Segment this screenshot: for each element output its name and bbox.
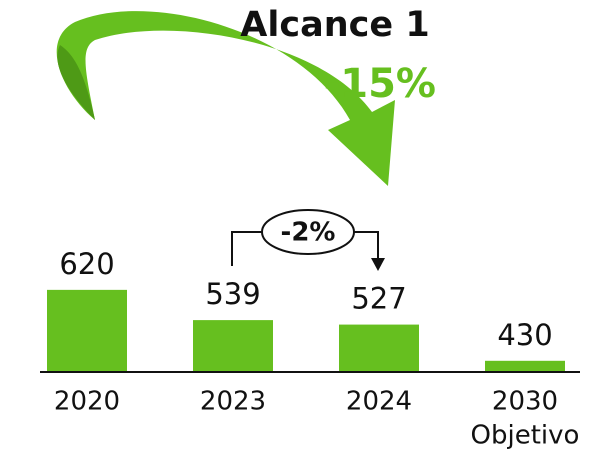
recent-change: -2%	[281, 218, 336, 248]
x-tick-sublabel: Objetivo	[471, 421, 580, 451]
x-tick-label: 2024	[346, 387, 412, 417]
x-tick-label: 2023	[200, 387, 266, 417]
chart-title: Alcance 1	[240, 5, 429, 45]
x-tick-label: 2020	[54, 387, 120, 417]
bar	[339, 324, 419, 372]
value-label: 539	[205, 277, 260, 311]
bracket-arrowhead	[371, 258, 385, 271]
value-label: 620	[59, 247, 114, 281]
value-label: 430	[497, 318, 552, 352]
bar	[485, 360, 565, 372]
total-change: -15%	[324, 61, 436, 107]
value-label: 527	[351, 282, 406, 316]
trend-arrow	[56, 11, 395, 186]
bracket	[231, 231, 379, 266]
bar	[47, 289, 127, 372]
trend-arrow-shadow	[57, 45, 95, 120]
change-badge	[261, 209, 355, 255]
bar	[193, 320, 273, 372]
x-tick-label: 2030	[492, 387, 558, 417]
